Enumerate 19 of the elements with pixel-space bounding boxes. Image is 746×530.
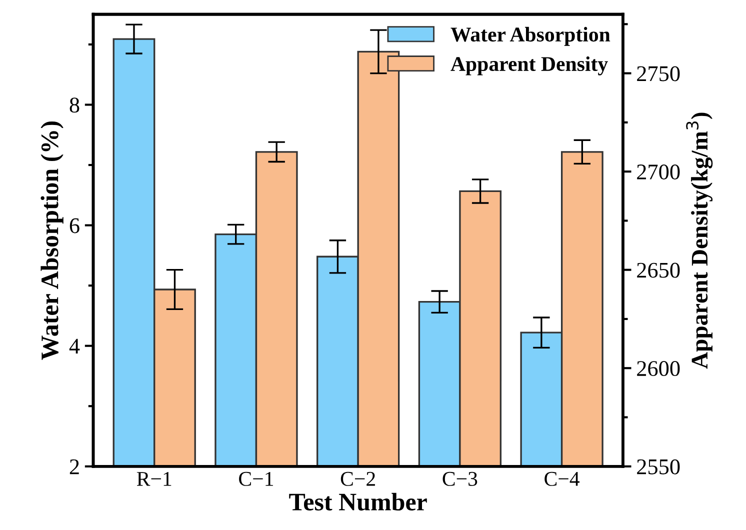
y2-tick-label: 2550 <box>637 459 680 474</box>
legend-label: Water Absorption <box>450 26 610 46</box>
y2-tick-label: 2600 <box>637 361 680 376</box>
y2-tick-label: 2700 <box>637 164 680 180</box>
y2-tick-label: 2750 <box>637 66 680 82</box>
y2-axis-title: Apparent Density(kg/m$^{3}$) <box>686 112 713 369</box>
y-axis-title: Water Absorption (%) <box>40 122 64 360</box>
x-tick-label: C−4 <box>544 472 580 486</box>
y2-tick-label: 2650 <box>637 262 680 278</box>
y-tick-label: 6 <box>70 218 80 234</box>
x-axis-title: Test Number <box>289 492 427 511</box>
y-tick-label: 2 <box>70 459 79 474</box>
x-tick-label: C−3 <box>442 472 478 486</box>
legend-label: Apparent Density <box>450 56 608 76</box>
x-tick-label: C−2 <box>340 472 375 486</box>
x-tick-label: R−1 <box>136 472 172 486</box>
y-tick-label: 8 <box>70 98 80 113</box>
x-tick-label: C−1 <box>239 472 274 486</box>
y-tick-label: 4 <box>69 338 80 354</box>
